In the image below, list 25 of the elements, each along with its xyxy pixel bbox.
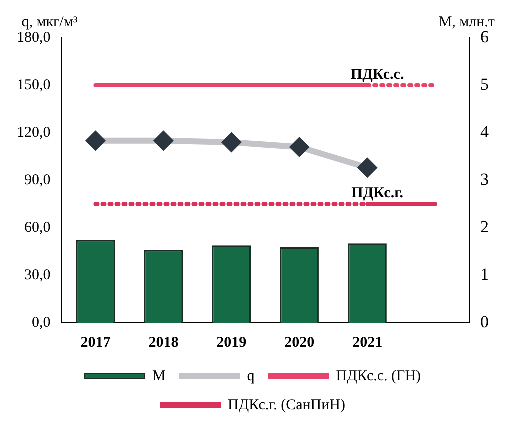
y-tick-label: 180,0 [17, 30, 51, 46]
x-tick-label: 2019 [216, 334, 247, 351]
x-tick-label: 2020 [284, 334, 315, 351]
y-tick-label: 30,0 [24, 267, 51, 284]
y2-tick-label: 4 [480, 122, 490, 142]
y2-tick-label: 3 [480, 170, 489, 189]
x-tick-label: 2018 [148, 334, 179, 351]
y2-tick-label: 5 [480, 74, 489, 94]
annotation: ПДКс.с. [350, 66, 404, 83]
y-tick-label: 120,0 [17, 124, 51, 141]
y-tick-label: 150,0 [17, 77, 51, 94]
y-tick-label: 90,0 [24, 172, 51, 188]
y-tick-label: 60,0 [24, 220, 51, 236]
annotation: ПДКс.г. [352, 186, 404, 202]
y-tick-label: 0,0 [32, 314, 51, 331]
legend-label: ПДКс.с. (ГН) [336, 368, 422, 384]
x-tick-label: 2017 [80, 334, 112, 351]
y2-tick-label: 0 [480, 312, 489, 332]
legend-label: q [247, 368, 256, 384]
y2-tick-label: 2 [480, 217, 489, 236]
legend-label: ПДКс.г. (СанПиН) [228, 397, 346, 414]
y2-tick-label: 1 [480, 264, 489, 284]
x-tick-label: 2021 [352, 334, 383, 351]
y-axis-title: q, мкг/м³ [22, 14, 78, 30]
legend-label: M [152, 368, 166, 384]
